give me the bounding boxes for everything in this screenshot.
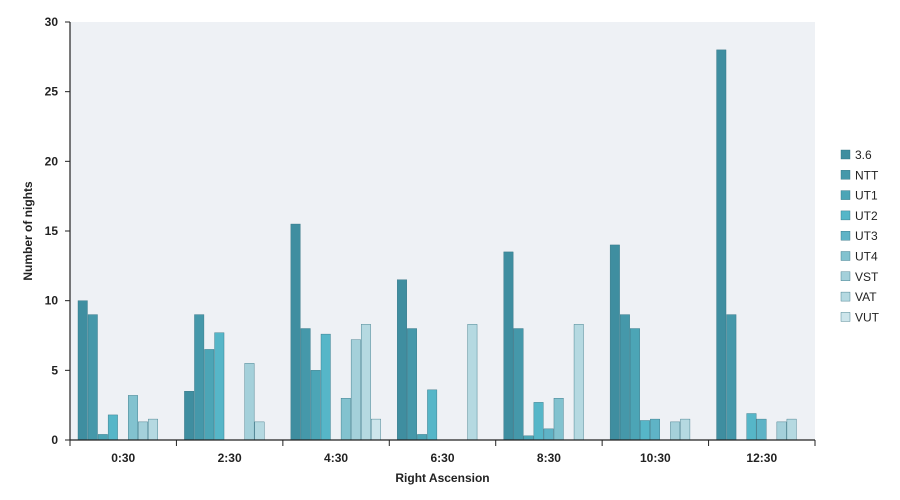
bar-ntt-1: [194, 314, 205, 441]
bar-ut2-0: [107, 414, 118, 441]
bar-vst-0: [138, 421, 148, 441]
y-axis-title: Number of nights: [21, 181, 35, 281]
bar-vst-5: [670, 421, 681, 441]
legend-label: UT1: [855, 189, 878, 203]
bar-ntt-3: [407, 328, 417, 441]
legend-label: VUT: [855, 310, 880, 324]
bar-3-6-0: [77, 300, 88, 441]
legend-swatch: [840, 210, 851, 221]
y-tick-label: 30: [45, 15, 59, 29]
x-tick-label: 4:30: [324, 451, 348, 465]
bars: [77, 49, 797, 441]
bar-ut4-4: [553, 398, 564, 441]
y-tick-label: 10: [45, 294, 59, 308]
bar-3-6-5: [609, 244, 620, 441]
legend-label: VAT: [855, 290, 877, 304]
x-axis-title: Right Ascension: [395, 471, 489, 485]
bar-vst-6: [776, 421, 787, 441]
bar-ntt-2: [300, 328, 311, 441]
bar-vat-2: [360, 324, 371, 441]
bar-vst-1: [244, 363, 255, 441]
bar-ut1-2: [310, 370, 321, 441]
bar-vst-2: [350, 339, 361, 441]
bar-ut2-5: [640, 420, 650, 441]
x-tick-label: 0:30: [111, 451, 135, 465]
bar-vat-5: [680, 418, 691, 441]
y-tick-label: 25: [45, 85, 59, 99]
legend-label: 3.6: [855, 148, 872, 162]
bar-ntt-0: [87, 314, 98, 441]
legend-swatch: [840, 271, 851, 281]
bar-vat-6: [786, 418, 797, 441]
legend-swatch: [840, 170, 851, 180]
x-tick-label: 8:30: [537, 451, 561, 465]
bar-3-6-1: [184, 391, 195, 441]
bar-3-6-3: [397, 279, 407, 441]
plot-area: [70, 22, 815, 440]
y-tick-label: 15: [45, 224, 59, 238]
bar-vat-1: [254, 421, 265, 441]
bar-ut1-0: [97, 434, 108, 441]
x-tick-label: 12:30: [746, 451, 777, 465]
x-axis: 0:30 2:30 4:30 6:30 8:30 10:30 12:30: [69, 439, 816, 465]
bar-ntt-4: [513, 328, 524, 441]
bar-ntt-5: [619, 314, 630, 441]
y-tick-label: 0: [51, 433, 58, 447]
bar-ntt-6: [726, 314, 737, 441]
x-tick-label: 10:30: [640, 451, 671, 465]
bar-ut1-3: [417, 434, 428, 441]
y-tick-label: 5: [51, 363, 58, 377]
bar-3-6-4: [503, 251, 514, 441]
bar-ut2-1: [214, 332, 225, 441]
legend-swatch: [840, 190, 851, 200]
bar-vat-0: [148, 418, 158, 441]
bar-ut1-5: [630, 328, 640, 441]
legend-swatch: [840, 291, 851, 302]
bar-3-6-2: [290, 223, 301, 441]
bar-ut2-2: [320, 333, 331, 441]
legend-label: NTT: [855, 168, 879, 182]
bar-ut2-4: [533, 402, 544, 441]
bar-ut3-4: [543, 428, 554, 441]
y-axis: 0 5 10 15 20 25 30: [45, 15, 71, 447]
bar-ut4-0: [128, 395, 138, 441]
bar-ut2-6: [746, 413, 757, 441]
bar-ut3-5: [650, 418, 660, 441]
x-tick-label: 2:30: [218, 451, 242, 465]
legend-swatch: [840, 312, 851, 322]
legend-label: UT2: [855, 209, 878, 223]
bar-ut2-3: [427, 389, 438, 441]
bar-ut3-6: [756, 418, 767, 441]
x-tick-label: 6:30: [430, 451, 454, 465]
bar-ut1-1: [204, 349, 215, 441]
legend-swatch: [840, 230, 851, 241]
legend-label: UT3: [855, 229, 878, 243]
bar-vat-3: [467, 324, 478, 441]
bar-vut-2: [371, 418, 381, 441]
bar-vat-4: [573, 324, 584, 441]
y-tick-label: 20: [45, 154, 59, 168]
legend-swatch: [840, 251, 851, 261]
legend-label: VST: [855, 270, 879, 284]
bar-ut4-2: [340, 398, 351, 441]
legend: 3.6 NTT UT1 UT2 UT3 UT4 VST VAT VUT: [840, 148, 880, 324]
legend-label: UT4: [855, 250, 878, 264]
bar-3-6-6: [716, 49, 727, 441]
bar-ut1-4: [523, 435, 534, 441]
legend-swatch: [840, 149, 851, 160]
